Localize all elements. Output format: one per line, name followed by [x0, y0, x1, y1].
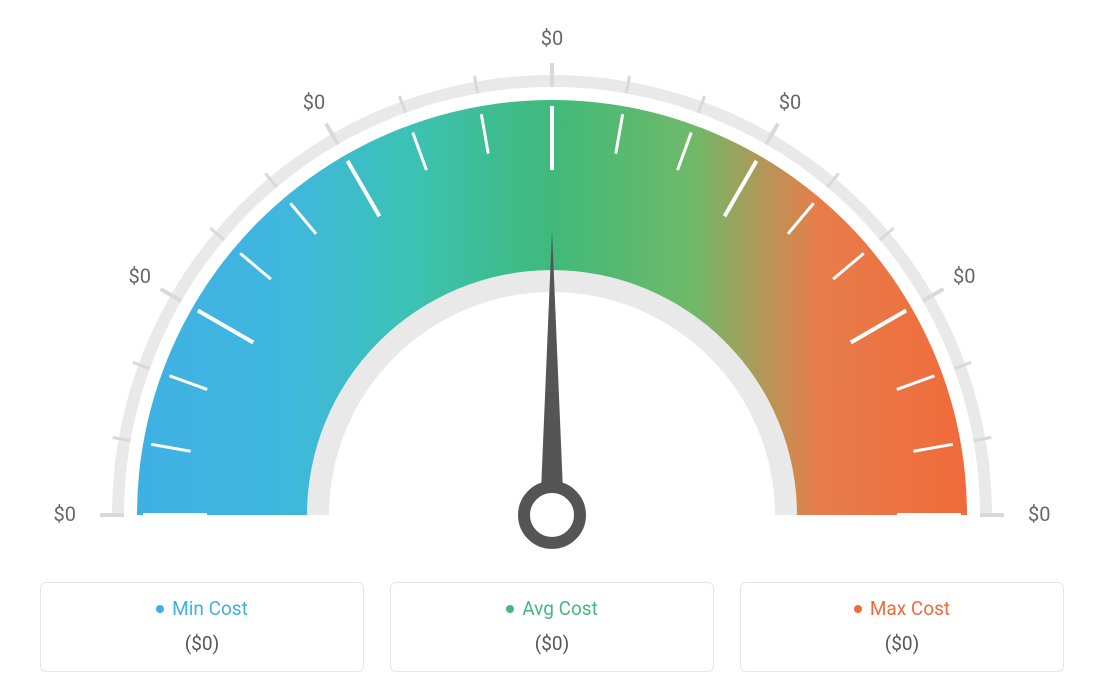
- legend-title-max: Max Cost: [854, 597, 950, 620]
- legend-dot-min: [156, 605, 164, 613]
- legend-label-min: Min Cost: [172, 597, 248, 620]
- legend-value-min: ($0): [51, 632, 353, 655]
- legend-dot-max: [854, 605, 862, 613]
- legend-card-avg: Avg Cost ($0): [390, 582, 714, 672]
- legend-card-max: Max Cost ($0): [740, 582, 1064, 672]
- legend-card-min: Min Cost ($0): [40, 582, 364, 672]
- gauge-needle-hub: [524, 487, 580, 543]
- gauge-area: $0 $0 $0 $0 $0 $0 $0: [0, 0, 1104, 560]
- legend-dot-avg: [506, 605, 514, 613]
- gauge-cost-chart: $0 $0 $0 $0 $0 $0 $0 Min Cost ($0) Avg Cost ($…: [0, 0, 1104, 690]
- gauge-tick-label: $0: [129, 264, 151, 288]
- gauge-tick-label: $0: [303, 90, 325, 114]
- legend-value-max: ($0): [751, 632, 1053, 655]
- legend-title-min: Min Cost: [156, 597, 248, 620]
- gauge-tick-label: $0: [54, 502, 76, 526]
- gauge-tick-label: $0: [1028, 502, 1050, 526]
- gauge-svg: $0 $0 $0 $0 $0 $0 $0: [0, 0, 1104, 560]
- legend-row: Min Cost ($0) Avg Cost ($0) Max Cost ($0…: [40, 582, 1064, 672]
- legend-value-avg: ($0): [401, 632, 703, 655]
- gauge-tick-label: $0: [779, 90, 801, 114]
- legend-title-avg: Avg Cost: [506, 597, 598, 620]
- legend-label-max: Max Cost: [870, 597, 950, 620]
- gauge-tick-label: $0: [953, 264, 975, 288]
- legend-label-avg: Avg Cost: [522, 597, 598, 620]
- gauge-tick-label: $0: [541, 26, 563, 50]
